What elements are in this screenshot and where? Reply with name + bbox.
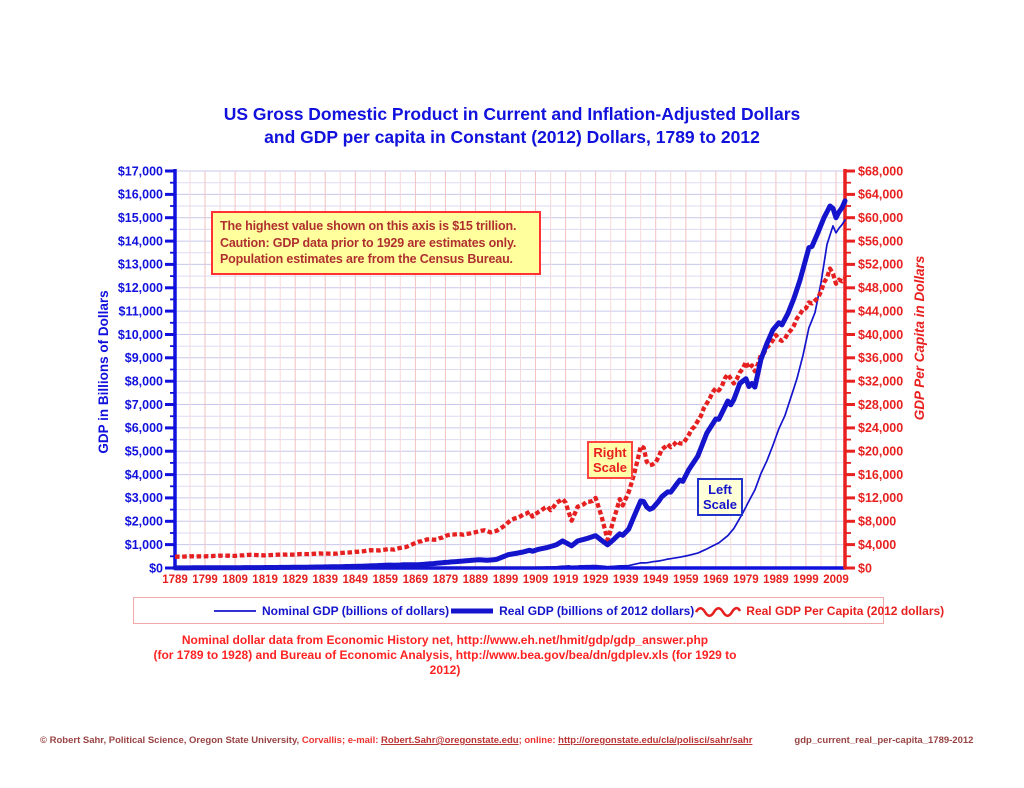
svg-text:1859: 1859 <box>373 574 399 586</box>
left-scale-label: Left Scale <box>697 478 743 516</box>
thick-blue-line-swatch <box>451 608 494 613</box>
svg-text:1979: 1979 <box>733 574 759 586</box>
svg-text:$5,000: $5,000 <box>125 445 163 459</box>
svg-text:$16,000: $16,000 <box>118 188 163 202</box>
svg-text:$32,000: $32,000 <box>858 375 903 389</box>
svg-text:1969: 1969 <box>703 574 729 586</box>
svg-text:$13,000: $13,000 <box>118 258 163 272</box>
contact-text: Corvallis; e-mail: <box>299 735 382 746</box>
chart-title: US Gross Domestic Product in Current and… <box>0 103 1024 149</box>
svg-text:1819: 1819 <box>252 574 278 586</box>
svg-text:1909: 1909 <box>523 574 549 586</box>
svg-text:1949: 1949 <box>643 574 669 586</box>
svg-text:1889: 1889 <box>463 574 489 586</box>
svg-text:$36,000: $36,000 <box>858 351 903 365</box>
svg-text:$10,000: $10,000 <box>118 328 163 342</box>
svg-text:$2,000: $2,000 <box>125 515 163 529</box>
svg-text:$28,000: $28,000 <box>858 398 903 412</box>
svg-text:$3,000: $3,000 <box>125 491 163 505</box>
svg-text:1929: 1929 <box>583 574 609 586</box>
note-line-3: Population estimates are from the Census… <box>220 252 513 266</box>
svg-text:$12,000: $12,000 <box>118 281 163 295</box>
chart-title-line1: US Gross Domestic Product in Current and… <box>223 104 801 124</box>
chart-filename: gdp_current_real_per-capita_1789-2012 <box>794 735 974 746</box>
svg-text:$12,000: $12,000 <box>858 491 903 505</box>
svg-text:1899: 1899 <box>493 574 519 586</box>
svg-text:$8,000: $8,000 <box>858 515 896 529</box>
svg-text:1809: 1809 <box>222 574 248 586</box>
copyright-line: © Robert Sahr, Political Science, Oregon… <box>40 735 1000 746</box>
svg-text:1799: 1799 <box>192 574 218 586</box>
source-line-2: (for 1789 to 1928) and Bureau of Economi… <box>153 648 737 677</box>
svg-text:$6,000: $6,000 <box>125 421 163 435</box>
svg-text:$68,000: $68,000 <box>858 164 903 178</box>
legend-label-nominal: Nominal GDP (billions of dollars) <box>262 603 450 618</box>
svg-text:1789: 1789 <box>162 574 188 586</box>
svg-text:$8,000: $8,000 <box>125 375 163 389</box>
svg-text:1879: 1879 <box>433 574 459 586</box>
svg-text:$56,000: $56,000 <box>858 234 903 248</box>
svg-text:$7,000: $7,000 <box>125 398 163 412</box>
website-link[interactable]: http://oregonstate.edu/cla/polisci/sahr/… <box>558 735 753 746</box>
svg-text:$52,000: $52,000 <box>858 258 903 272</box>
svg-text:GDP Per Capita in Dollars: GDP Per Capita in Dollars <box>912 255 927 420</box>
svg-text:$11,000: $11,000 <box>119 304 164 318</box>
data-source-note: Nominal dollar data from Economic Histor… <box>145 633 745 678</box>
svg-text:GDP in Billions of Dollars: GDP in Billions of Dollars <box>96 290 111 453</box>
svg-text:$14,000: $14,000 <box>118 234 163 248</box>
svg-text:$16,000: $16,000 <box>858 468 903 482</box>
svg-text:$4,000: $4,000 <box>125 468 163 482</box>
svg-text:1989: 1989 <box>763 574 789 586</box>
svg-text:$44,000: $44,000 <box>858 304 903 318</box>
svg-text:1999: 1999 <box>793 574 819 586</box>
svg-text:$1,000: $1,000 <box>125 538 163 552</box>
caution-note-box: The highest value shown on this axis is … <box>211 211 541 275</box>
svg-text:$17,000: $17,000 <box>118 164 163 178</box>
svg-text:1839: 1839 <box>312 574 338 586</box>
note-line-1: The highest value shown on this axis is … <box>220 219 517 233</box>
svg-text:$64,000: $64,000 <box>858 188 903 202</box>
svg-text:$15,000: $15,000 <box>118 211 163 225</box>
legend-item-nominal-gdp: Nominal GDP (billions of dollars) <box>212 604 449 618</box>
right-scale-label: Right Scale <box>587 441 633 479</box>
svg-text:$60,000: $60,000 <box>858 211 903 225</box>
svg-text:$24,000: $24,000 <box>858 421 903 435</box>
svg-text:$9,000: $9,000 <box>125 351 163 365</box>
note-line-2: Caution: GDP data prior to 1929 are esti… <box>220 235 517 250</box>
chart-title-line2: and GDP per capita in Constant (2012) Do… <box>264 127 760 147</box>
svg-text:1919: 1919 <box>553 574 579 586</box>
red-squiggle-swatch <box>695 606 742 617</box>
legend-item-real-gdp: Real GDP (billions of 2012 dollars) <box>449 604 694 618</box>
svg-text:$48,000: $48,000 <box>858 281 903 295</box>
legend-label-real: Real GDP (billions of 2012 dollars) <box>499 603 695 618</box>
svg-text:1959: 1959 <box>673 574 699 586</box>
legend: Nominal GDP (billions of dollars) Real G… <box>133 597 944 624</box>
svg-text:2009: 2009 <box>823 574 849 586</box>
thin-blue-line-swatch <box>214 609 256 612</box>
svg-text:$40,000: $40,000 <box>858 328 903 342</box>
svg-text:$4,000: $4,000 <box>858 538 896 552</box>
svg-text:$0: $0 <box>858 561 872 575</box>
svg-text:$0: $0 <box>149 561 163 575</box>
svg-text:1869: 1869 <box>403 574 429 586</box>
svg-text:1939: 1939 <box>613 574 639 586</box>
svg-text:1829: 1829 <box>282 574 308 586</box>
svg-text:1849: 1849 <box>343 574 369 586</box>
legend-label-per-capita: Real GDP Per Capita (2012 dollars) <box>746 603 945 618</box>
online-text: ; online: <box>518 735 559 746</box>
svg-text:$20,000: $20,000 <box>858 445 903 459</box>
source-line-1: Nominal dollar data from Economic Histor… <box>181 633 709 647</box>
copyright-text: © Robert Sahr, Political Science, Oregon… <box>40 735 300 746</box>
legend-item-per-capita: Real GDP Per Capita (2012 dollars) <box>694 604 944 618</box>
email-link[interactable]: Robert.Sahr@oregonstate.edu <box>381 735 519 746</box>
